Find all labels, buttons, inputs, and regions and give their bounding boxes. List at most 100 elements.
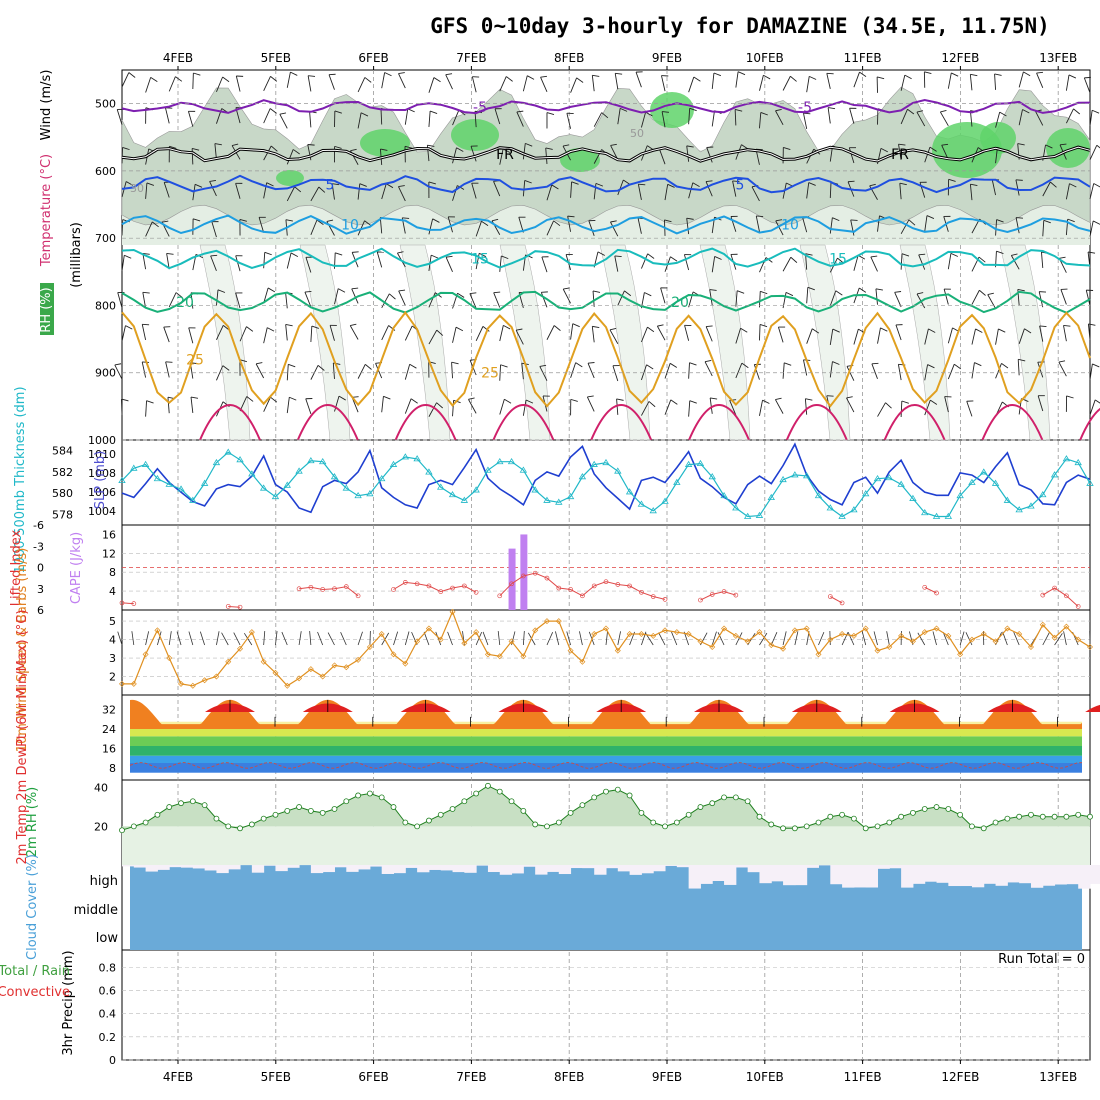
wind-barb (587, 363, 595, 379)
slp-point (850, 506, 858, 513)
rh-tick: 20 (94, 820, 108, 833)
precip-legend-total: Total / Rain (0, 964, 70, 979)
slp-point (755, 511, 764, 518)
wind-barb (704, 361, 713, 377)
wind-barb-flag (409, 363, 417, 369)
wind-barb (987, 294, 996, 309)
wind-barb (357, 183, 361, 200)
wind-barb (688, 108, 691, 125)
wind-barb-flag (1050, 181, 1057, 188)
wind-barb-flag (978, 256, 986, 263)
wind-barb-flag (270, 145, 278, 152)
isotherm-30-arc (394, 404, 457, 441)
panel-y-labels: Wind (m/s)Temperature (°C)RH (%)RH (%)(m… (0, 70, 108, 1056)
slp-point (543, 496, 551, 503)
wind-barb (806, 76, 810, 93)
wind-barb-flag (850, 219, 858, 221)
wind-barb (803, 359, 808, 376)
wind-barb-flag (402, 217, 410, 219)
li-point (662, 597, 668, 602)
wind-speed-point (827, 636, 834, 643)
wind-barb-flag (397, 251, 404, 254)
slp-point (673, 478, 681, 485)
isotherm-label: 15 (471, 251, 489, 267)
wind-barb (593, 112, 603, 127)
rh-point (1051, 813, 1058, 820)
wind-barb-flag (304, 290, 312, 293)
rh-point (839, 811, 845, 818)
wind10m-barb (1063, 631, 1067, 646)
wind-barb (729, 400, 737, 416)
wind-barb-flag (456, 147, 464, 152)
wind-barb (759, 400, 763, 416)
rh-point (815, 819, 822, 826)
wind-barb (995, 363, 1002, 379)
wind10m-barb (404, 631, 410, 646)
wind-speed-point (119, 680, 125, 687)
wind-barb (263, 108, 271, 124)
isotherm-line (121, 98, 1091, 115)
rh-point (898, 813, 905, 820)
wind-barb-flag (812, 328, 820, 334)
wind-barb (499, 148, 504, 165)
wind-barb (145, 400, 148, 417)
wind-barb (404, 364, 411, 380)
wind-barb-flag (503, 324, 511, 330)
wind-barb-flag (545, 147, 553, 150)
wind-speed-point (414, 638, 421, 645)
isotherm-label: 25 (481, 365, 499, 381)
slp-point (425, 468, 433, 475)
wind-barb-flag (455, 326, 464, 332)
wind-barb-flag (502, 148, 511, 153)
wind-barb (307, 75, 312, 92)
wind-speed-point (532, 627, 539, 634)
wind-barb-flag (647, 326, 655, 333)
upper-wind-barbs (114, 71, 1100, 417)
wind-barb-flag (597, 251, 605, 256)
rh-tick: 40 (94, 782, 108, 795)
cloud-panel: high middle low (74, 865, 1100, 950)
wind-barb-flag (146, 400, 154, 404)
high-cloud-gap (1090, 865, 1100, 884)
rh-point (390, 804, 397, 810)
wind-barb (570, 362, 577, 378)
wind-barb-flag (974, 362, 982, 367)
wind-barb-flag (775, 397, 782, 401)
wind-barb (570, 323, 574, 340)
wind-barb-flag (706, 325, 713, 328)
wind-barb-flag (616, 398, 624, 401)
wind-barb (1018, 71, 1024, 88)
high-cloud-gap (983, 865, 997, 884)
li-point (639, 589, 644, 595)
precip-tick: 0.4 (99, 1008, 117, 1021)
wind-barb-flag (451, 361, 459, 365)
wind-barb (640, 364, 647, 381)
wind-barb-flag (732, 180, 740, 183)
wind-barb-flag (847, 180, 855, 183)
top-date-label: 4FEB (163, 51, 193, 65)
wind-barb (570, 181, 573, 198)
wind-speed-point (1051, 634, 1058, 641)
wind-speed-point (626, 631, 633, 638)
rh-point (154, 811, 161, 818)
wind-barb-flag (516, 328, 523, 331)
slp-point (1086, 479, 1094, 486)
wind-speed-point (886, 643, 893, 650)
wind-barb-flag (1036, 71, 1044, 74)
wind-barb-flag (318, 186, 326, 193)
li-line (121, 572, 1079, 608)
wind-barb-flag (894, 291, 902, 293)
rh-point (260, 815, 267, 822)
rh-point (213, 815, 220, 822)
wind-speed-point (980, 631, 987, 638)
wind-barb (900, 75, 906, 91)
wind-barb (452, 185, 458, 201)
wind-barb (759, 112, 762, 129)
wind-barb-flag (609, 327, 617, 331)
wind-barb-flag (741, 362, 749, 369)
wind-barb-flag (524, 179, 532, 184)
wind-barb (711, 256, 716, 273)
wind-barb-flag (929, 146, 937, 152)
wind-barb-flag (877, 76, 885, 80)
wind-barb-flag (1092, 220, 1100, 225)
